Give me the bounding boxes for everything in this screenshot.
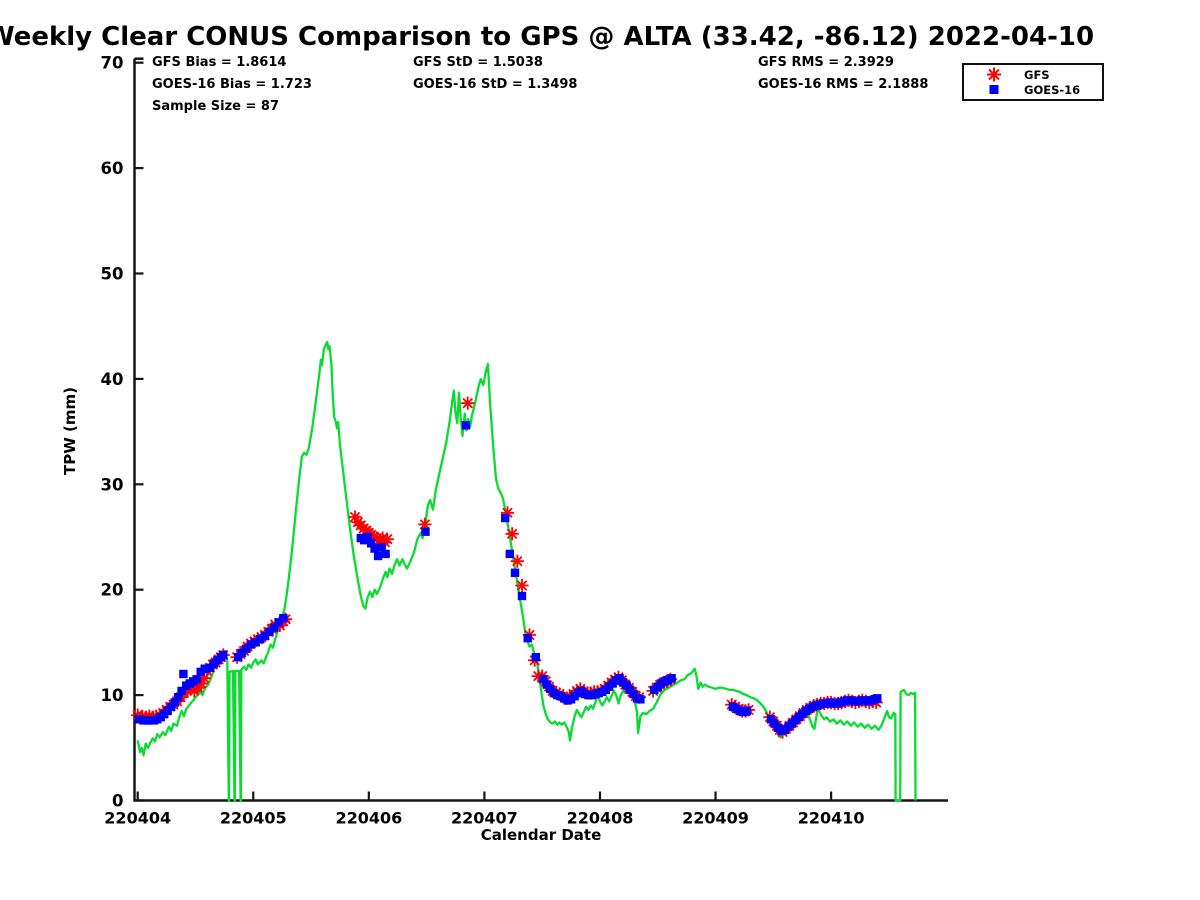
svg-text:220409: 220409 (682, 809, 749, 828)
stat-goes16-rms: GOES-16 RMS = 2.1888 (758, 77, 929, 92)
gfs-asterisk-icon (964, 67, 1024, 82)
gfs-markers (131, 396, 883, 739)
x-axis-label: Calendar Date (480, 826, 602, 844)
x-axis-ticks: 220404 220405 220406 220407 220408 220409 2204… (104, 791, 865, 828)
svg-text:50: 50 (101, 265, 124, 284)
stats-column-rms: GFS RMS = 2.3929 GOES-16 RMS = 2.1888 (758, 52, 928, 96)
stat-goes16-std: GOES-16 StD = 1.3498 (413, 77, 578, 92)
stat-gfs-rms: GFS RMS = 2.3929 (758, 55, 894, 70)
legend-label-goes16: GOES-16 (1024, 82, 1081, 97)
axes-spines (133, 57, 948, 802)
svg-text:60: 60 (101, 159, 124, 178)
svg-text:220408: 220408 (567, 809, 634, 828)
svg-text:30: 30 (101, 475, 124, 494)
svg-text:220410: 220410 (798, 809, 865, 828)
svg-text:10: 10 (101, 686, 124, 705)
gps-line (136, 340, 917, 802)
goes16-square-icon (964, 82, 1024, 97)
chart-title: Weekly Clear CONUS Comparison to GPS @ A… (0, 22, 1095, 52)
svg-text:40: 40 (101, 370, 124, 389)
legend-row-goes16: GOES-16 (964, 82, 1102, 97)
svg-text:220405: 220405 (220, 809, 287, 828)
stats-column-bias: GFS Bias = 1.8614 GOES-16 Bias = 1.723 S… (152, 52, 312, 118)
svg-text:220406: 220406 (335, 809, 402, 828)
stat-gfs-bias: GFS Bias = 1.8614 (152, 55, 287, 70)
legend-row-gfs: GFS (964, 67, 1102, 82)
stat-gfs-std: GFS StD = 1.5038 (413, 55, 543, 70)
svg-text:0: 0 (112, 792, 123, 811)
stats-column-std: GFS StD = 1.5038 GOES-16 StD = 1.3498 (413, 52, 577, 96)
svg-text:20: 20 (101, 581, 124, 600)
svg-text:70: 70 (101, 54, 124, 73)
legend-label-gfs: GFS (1024, 67, 1050, 82)
stat-goes16-bias: GOES-16 Bias = 1.723 (152, 77, 312, 92)
goes16-markers (134, 421, 882, 736)
legend: GFS GOES-16 (962, 63, 1104, 101)
y-axis-ticks: 0 10 20 30 40 50 60 70 (101, 54, 144, 811)
stat-sample-size: Sample Size = 87 (152, 99, 280, 114)
svg-text:220404: 220404 (104, 809, 171, 828)
svg-text:220407: 220407 (451, 809, 518, 828)
